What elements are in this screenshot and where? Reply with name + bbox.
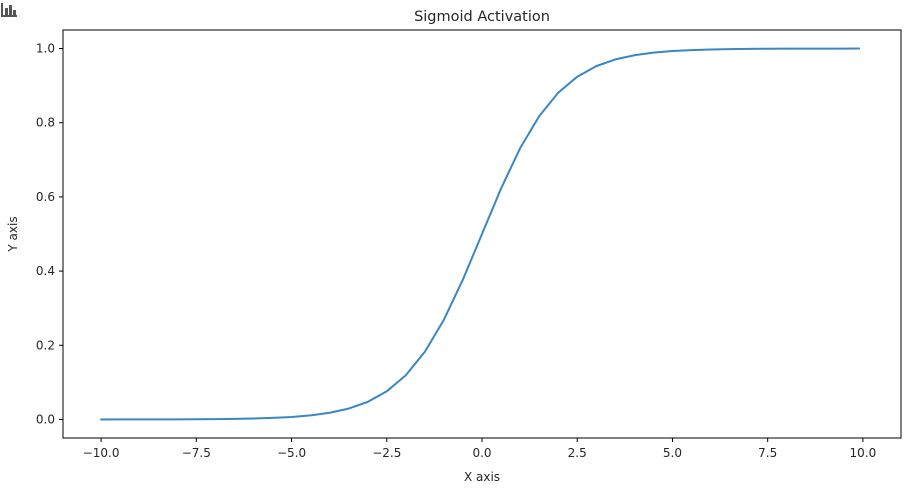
y-axis-label: Y axis: [6, 216, 20, 252]
x-tick-label: −10.0: [83, 446, 120, 460]
chart-title: Sigmoid Activation: [414, 9, 550, 25]
x-tick-label: 0.0: [472, 446, 491, 460]
plot-area: [62, 29, 902, 439]
y-tick-label: 0.0: [36, 412, 55, 426]
x-tick-label: −2.5: [372, 446, 401, 460]
y-axis: 0.0 0.2 0.4 0.6 0.8 1.0: [36, 42, 63, 426]
y-tick-label: 0.8: [36, 116, 55, 130]
x-tick-label: 10.0: [850, 446, 877, 460]
x-axis-label: X axis: [464, 470, 500, 484]
x-axis: −10.0 −7.5 −5.0 −2.5 0.0 2.5 5.0 7.5 10.0: [83, 438, 877, 460]
bar-chart-icon[interactable]: [0, 2, 18, 18]
series-line-0: [100, 47, 861, 421]
x-tick-label: −5.0: [277, 446, 306, 460]
x-tick-label: −7.5: [182, 446, 211, 460]
x-tick-label: 5.0: [663, 446, 682, 460]
x-tick-label: 7.5: [758, 446, 777, 460]
y-tick-label: 0.2: [36, 338, 55, 352]
y-tick-label: 0.4: [36, 264, 55, 278]
y-tick-label: 0.6: [36, 190, 55, 204]
x-tick-label: 2.5: [568, 446, 587, 460]
y-tick-label: 1.0: [36, 42, 55, 56]
